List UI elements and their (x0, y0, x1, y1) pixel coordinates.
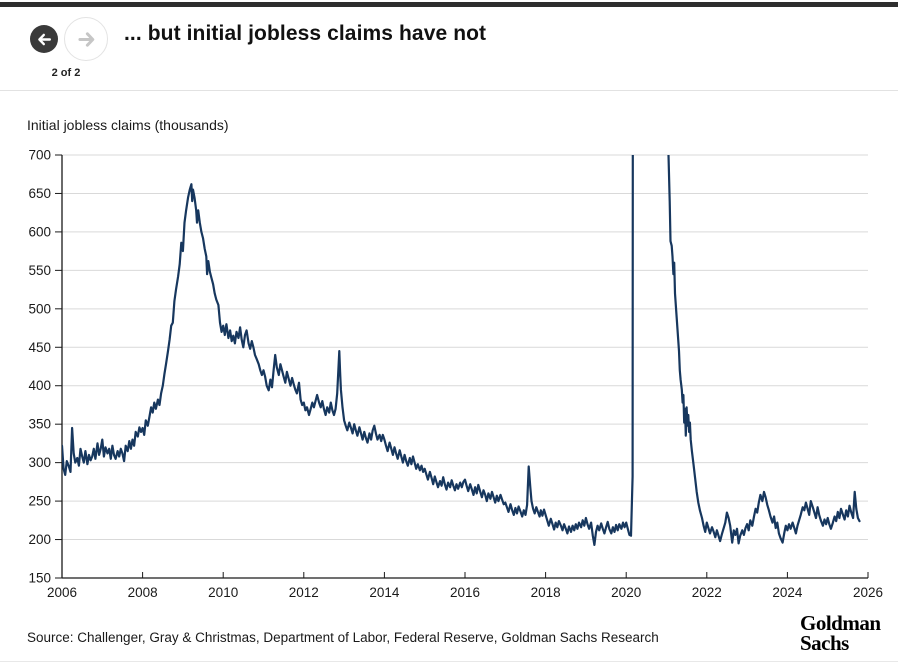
previous-chart-button[interactable] (30, 25, 58, 53)
pagination-indicator: 2 of 2 (51, 67, 81, 79)
y-tick-label: 350 (28, 417, 51, 432)
x-tick-label: 2006 (47, 585, 77, 600)
y-tick-label: 300 (28, 455, 51, 470)
arrow-right-icon (77, 31, 94, 47)
y-tick-label: 550 (28, 263, 51, 278)
x-tick-label: 2012 (289, 585, 319, 600)
logo-line-1: Goldman (800, 611, 881, 635)
y-tick-label: 250 (28, 494, 51, 509)
y-tick-label: 400 (28, 378, 51, 393)
next-chart-button[interactable] (64, 17, 108, 61)
x-tick-label: 2018 (531, 585, 561, 600)
x-tick-label: 2008 (128, 585, 158, 600)
x-tick-label: 2016 (450, 585, 480, 600)
jobless-claims-line-chart: 150 200 250 300 350 400 450 500 550 600 650 700 2006… (28, 148, 883, 601)
top-divider-bar (0, 2, 898, 7)
x-tick-label: 2014 (369, 585, 400, 600)
logo-line-2: Sachs (800, 631, 849, 655)
y-tick-label: 150 (28, 571, 51, 586)
y-tick-label: 600 (28, 224, 51, 239)
y-tick-label: 650 (28, 186, 51, 201)
x-tick-label: 2026 (853, 585, 883, 600)
x-tick-label: 2022 (692, 585, 722, 600)
header-divider (0, 90, 898, 91)
y-tick-label: 700 (28, 148, 51, 163)
goldman-sachs-logo: Goldman Sachs (800, 611, 881, 655)
x-tick-label: 2010 (208, 585, 238, 600)
series-line (62, 155, 861, 546)
chart-axis-title: Initial jobless claims (thousands) (27, 117, 229, 133)
page-title: ... but initial jobless claims have not (124, 22, 487, 45)
y-tick-label: 500 (28, 301, 51, 316)
source-note: Source: Challenger, Gray & Christmas, De… (27, 630, 659, 645)
x-tick-label: 2020 (611, 585, 641, 600)
arrow-left-icon (37, 33, 51, 45)
y-tick-label: 450 (28, 340, 51, 355)
x-tick-label: 2024 (772, 585, 803, 600)
y-tick-label: 200 (28, 532, 51, 547)
